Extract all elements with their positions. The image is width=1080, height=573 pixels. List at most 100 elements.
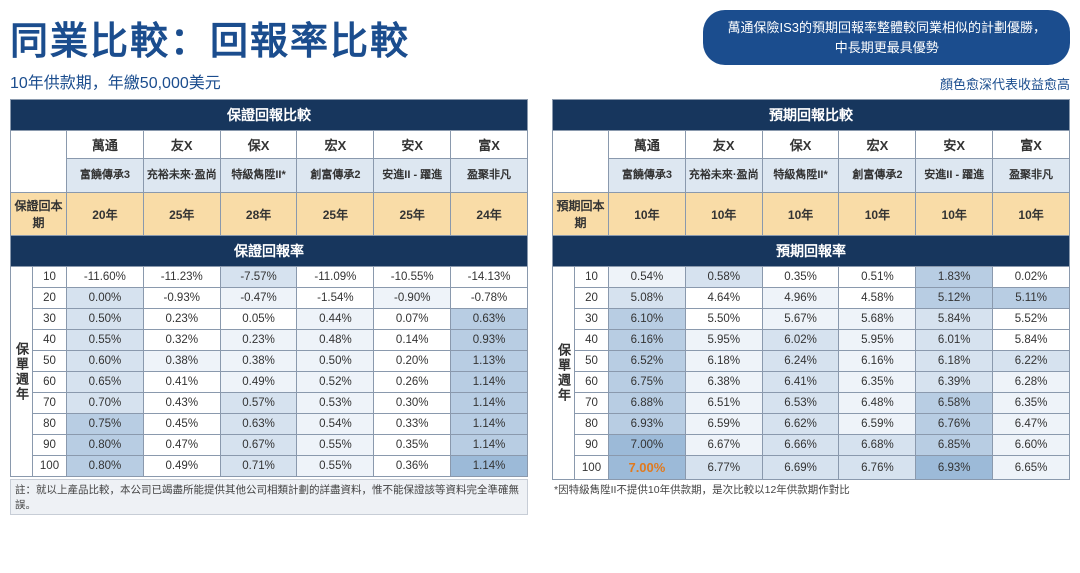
value-cell: 6.35% — [993, 393, 1070, 414]
side-label: 保單週年 — [553, 267, 575, 480]
year-cell: 60 — [33, 372, 67, 393]
value-cell: 6.16% — [839, 351, 916, 372]
value-cell: 6.39% — [916, 372, 993, 393]
legend-note: 顏色愈深代表收益愈高 — [940, 74, 1070, 93]
year-cell: 70 — [575, 393, 609, 414]
rate-header: 預期回報率 — [553, 236, 1070, 267]
value-cell: 0.47% — [143, 435, 220, 456]
value-cell: 0.35% — [762, 267, 839, 288]
value-cell: 0.55% — [297, 456, 374, 477]
value-cell: -11.60% — [67, 267, 144, 288]
value-cell: -0.93% — [143, 288, 220, 309]
value-cell: 1.14% — [451, 393, 528, 414]
value-cell: 6.65% — [993, 456, 1070, 480]
value-cell: 0.55% — [67, 330, 144, 351]
value-cell: 0.63% — [451, 309, 528, 330]
company-header: 宏X — [839, 131, 916, 159]
value-cell: 4.96% — [762, 288, 839, 309]
year-cell: 50 — [33, 351, 67, 372]
value-cell: 0.26% — [374, 372, 451, 393]
value-cell: 0.38% — [143, 351, 220, 372]
payback-cell: 10年 — [993, 193, 1070, 236]
value-cell: 0.14% — [374, 330, 451, 351]
value-cell: 5.84% — [993, 330, 1070, 351]
payback-label: 保證回本期 — [11, 193, 67, 236]
value-cell: -11.23% — [143, 267, 220, 288]
value-cell: 6.66% — [762, 435, 839, 456]
pill-line1: 萬通保險IS3的預期回報率整體較同業相似的計劃優勝， — [727, 18, 1046, 38]
value-cell: 1.13% — [451, 351, 528, 372]
year-cell: 100 — [33, 456, 67, 477]
payback-cell: 25年 — [297, 193, 374, 236]
value-cell: 6.93% — [916, 456, 993, 480]
value-cell: 6.60% — [993, 435, 1070, 456]
summary-pill: 萬通保險IS3的預期回報率整體較同業相似的計劃優勝， 中長期更最具優勢 — [703, 10, 1070, 65]
product-header: 盈聚非凡 — [451, 159, 528, 193]
value-cell: 6.85% — [916, 435, 993, 456]
value-cell: 0.20% — [374, 351, 451, 372]
value-cell: 0.75% — [67, 414, 144, 435]
payback-cell: 20年 — [67, 193, 144, 236]
company-header: 保X — [762, 131, 839, 159]
value-cell: 5.67% — [762, 309, 839, 330]
year-cell: 10 — [575, 267, 609, 288]
value-cell: 0.93% — [451, 330, 528, 351]
value-cell: 5.52% — [993, 309, 1070, 330]
pill-line2: 中長期更最具優勢 — [727, 38, 1046, 58]
value-cell: 5.68% — [839, 309, 916, 330]
value-cell: -0.47% — [220, 288, 297, 309]
value-cell: 5.08% — [609, 288, 686, 309]
product-header: 富饒傳承3 — [67, 159, 144, 193]
value-cell: 0.71% — [220, 456, 297, 477]
year-cell: 40 — [575, 330, 609, 351]
product-header: 創富傳承2 — [839, 159, 916, 193]
side-label: 保單週年 — [11, 267, 33, 477]
company-header: 保X — [220, 131, 297, 159]
value-cell: 6.76% — [916, 414, 993, 435]
value-cell: 0.38% — [220, 351, 297, 372]
subtitle: 10年供款期，年繳50,000美元 — [10, 69, 221, 93]
value-cell: 0.05% — [220, 309, 297, 330]
value-cell: 6.18% — [916, 351, 993, 372]
year-cell: 80 — [575, 414, 609, 435]
table-title: 保證回報比較 — [11, 100, 528, 131]
guaranteed-table: 保證回報比較萬通友X保X宏X安X富X富饒傳承3充裕未來·盈尚特級雋陞II*創富傳… — [10, 99, 528, 477]
value-cell: 0.55% — [297, 435, 374, 456]
value-cell: 6.10% — [609, 309, 686, 330]
value-cell: 0.57% — [220, 393, 297, 414]
value-cell: 6.77% — [685, 456, 762, 480]
value-cell: 6.01% — [916, 330, 993, 351]
value-cell: 5.11% — [993, 288, 1070, 309]
value-cell: 0.23% — [143, 309, 220, 330]
payback-cell: 10年 — [685, 193, 762, 236]
value-cell: 1.14% — [451, 372, 528, 393]
company-header: 富X — [451, 131, 528, 159]
value-cell: 5.12% — [916, 288, 993, 309]
value-cell: 6.52% — [609, 351, 686, 372]
value-cell: 0.07% — [374, 309, 451, 330]
value-cell: -10.55% — [374, 267, 451, 288]
value-cell: 0.67% — [220, 435, 297, 456]
year-cell: 30 — [33, 309, 67, 330]
value-cell: 5.95% — [839, 330, 916, 351]
company-header: 友X — [143, 131, 220, 159]
value-cell: 0.44% — [297, 309, 374, 330]
value-cell: 6.59% — [685, 414, 762, 435]
corner-cell — [553, 131, 609, 193]
value-cell: 6.88% — [609, 393, 686, 414]
value-cell: 0.53% — [297, 393, 374, 414]
table-title: 預期回報比較 — [553, 100, 1070, 131]
value-cell: 0.32% — [143, 330, 220, 351]
payback-cell: 10年 — [839, 193, 916, 236]
year-cell: 20 — [33, 288, 67, 309]
value-cell: 6.24% — [762, 351, 839, 372]
value-cell: 6.16% — [609, 330, 686, 351]
value-cell: 6.28% — [993, 372, 1070, 393]
value-cell: 0.54% — [297, 414, 374, 435]
product-header: 特級雋陞II* — [220, 159, 297, 193]
product-header: 盈聚非凡 — [993, 159, 1070, 193]
product-header: 充裕未來·盈尚 — [143, 159, 220, 193]
company-header: 宏X — [297, 131, 374, 159]
page-title: 同業比較：回報率比較 — [10, 10, 410, 65]
value-cell: 1.83% — [916, 267, 993, 288]
